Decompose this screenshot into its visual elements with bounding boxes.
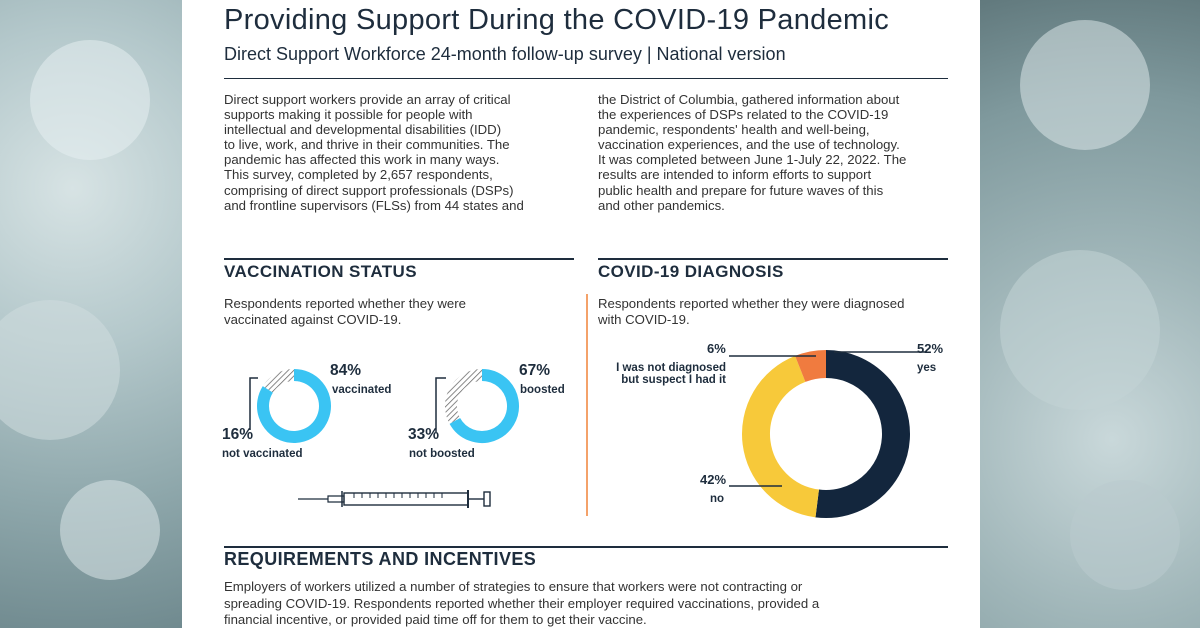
vaccination-description: Respondents reported whether they were v… bbox=[224, 296, 564, 327]
intro-line: and other pandemics. bbox=[598, 197, 725, 213]
boosted-label: boosted bbox=[520, 384, 565, 396]
not-vaccinated-label: not vaccinated bbox=[222, 448, 303, 460]
not-boosted-percent: 33% bbox=[408, 426, 440, 443]
diagnosis-donut bbox=[742, 350, 910, 518]
intro-line: and frontline supervisors (FLSs) from 44… bbox=[224, 197, 524, 213]
description-line: Employers of workers utilized a number o… bbox=[224, 579, 803, 594]
vaccinated-remainder-segment bbox=[262, 369, 295, 393]
page-subtitle: Direct Support Workforce 24-month follow… bbox=[224, 44, 786, 64]
suspect-label-line: I was not diagnosed bbox=[616, 362, 726, 374]
boosted-remainder-segment bbox=[445, 369, 483, 424]
not-vaccinated-percent: 16% bbox=[222, 426, 254, 443]
intro-line: supports making it possible for people w… bbox=[224, 107, 473, 123]
diagnosis-segment-suspect bbox=[795, 350, 827, 383]
description-line: financial incentive, or provided paid ti… bbox=[224, 612, 647, 627]
requirements-heading: REQUIREMENTS AND INCENTIVES bbox=[224, 549, 537, 569]
diagnosis-description: Respondents reported whether they were d… bbox=[598, 296, 958, 327]
page-title: Providing Support During the COVID-19 Pa… bbox=[224, 4, 890, 36]
intro-line: pandemic, respondents' health and well-b… bbox=[598, 122, 870, 138]
intro-line: vaccination experiences, and the use of … bbox=[598, 137, 900, 153]
infographic-page: Providing Support During the COVID-19 Pa… bbox=[182, 0, 980, 628]
suspect-percent: 6% bbox=[707, 341, 726, 356]
boosted-percent: 67% bbox=[519, 362, 551, 379]
diagnosis-rule bbox=[598, 258, 948, 260]
intro-line: the experiences of DSPs related to the C… bbox=[598, 107, 889, 123]
intro-line: results are intended to inform efforts t… bbox=[598, 167, 872, 183]
diagnosis-heading: COVID-19 DIAGNOSIS bbox=[598, 262, 784, 281]
vaccinated-main-segment bbox=[257, 369, 331, 443]
diagnosis-segment-yes bbox=[815, 350, 910, 518]
yes-percent: 52% bbox=[917, 341, 944, 356]
not-boosted-label: not boosted bbox=[409, 448, 475, 460]
vaccination-rule bbox=[224, 258, 574, 260]
syringe-icon bbox=[298, 490, 491, 508]
no-percent: 42% bbox=[700, 472, 727, 487]
intro-line: Direct support workers provide an array … bbox=[224, 92, 511, 107]
intro-line: pandemic has affected this work in many … bbox=[224, 152, 500, 168]
intro-line: This survey, completed by 2,657 responde… bbox=[224, 167, 493, 183]
diagnosis-segment-no bbox=[742, 355, 820, 518]
description-line: Respondents reported whether they were d… bbox=[598, 296, 905, 311]
vaccination-heading: VACCINATION STATUS bbox=[224, 262, 417, 281]
intro-line: intellectual and developmental disabilit… bbox=[224, 122, 502, 138]
requirements-description: Employers of workers utilized a number o… bbox=[224, 579, 954, 628]
section-divider-vertical bbox=[586, 294, 588, 516]
boosted-main-segment bbox=[449, 369, 519, 443]
intro-line: comprising of direct support professiona… bbox=[224, 182, 514, 198]
vaccinated-percent: 84% bbox=[330, 362, 362, 379]
description-line: vaccinated against COVID-19. bbox=[224, 311, 402, 327]
vaccinated-label: vaccinated bbox=[332, 384, 392, 396]
description-line: Respondents reported whether they were bbox=[224, 296, 466, 311]
intro-line: to live, work, and thrive in their commu… bbox=[224, 137, 510, 153]
suspect-label: I was not diagnosed but suspect I had it bbox=[610, 362, 726, 386]
no-label: no bbox=[710, 493, 725, 505]
intro-text-left: Direct support workers provide an array … bbox=[224, 92, 570, 213]
intro-line: It was completed between June 1-July 22,… bbox=[598, 152, 907, 168]
boosted-donut bbox=[445, 369, 519, 443]
requirements-rule bbox=[224, 546, 948, 548]
description-line: spreading COVID-19. Respondents reported… bbox=[224, 595, 820, 611]
background-virus-image-right bbox=[980, 0, 1200, 628]
header-divider bbox=[224, 78, 948, 79]
intro-text-right: the District of Columbia, gathered infor… bbox=[598, 92, 944, 213]
not-boosted-leader-line bbox=[435, 377, 446, 432]
vaccinated-donut bbox=[257, 369, 331, 443]
suspect-label-line: but suspect I had it bbox=[621, 374, 726, 386]
description-line: with COVID-19. bbox=[598, 311, 690, 327]
not-vaccinated-leader-line bbox=[249, 377, 258, 430]
background-virus-image-left bbox=[0, 0, 182, 628]
yes-label: yes bbox=[917, 362, 937, 374]
diagnosis-leader-lines bbox=[729, 351, 927, 487]
intro-line: the District of Columbia, gathered infor… bbox=[598, 92, 900, 107]
intro-line: public health and prepare for future wav… bbox=[598, 182, 884, 198]
